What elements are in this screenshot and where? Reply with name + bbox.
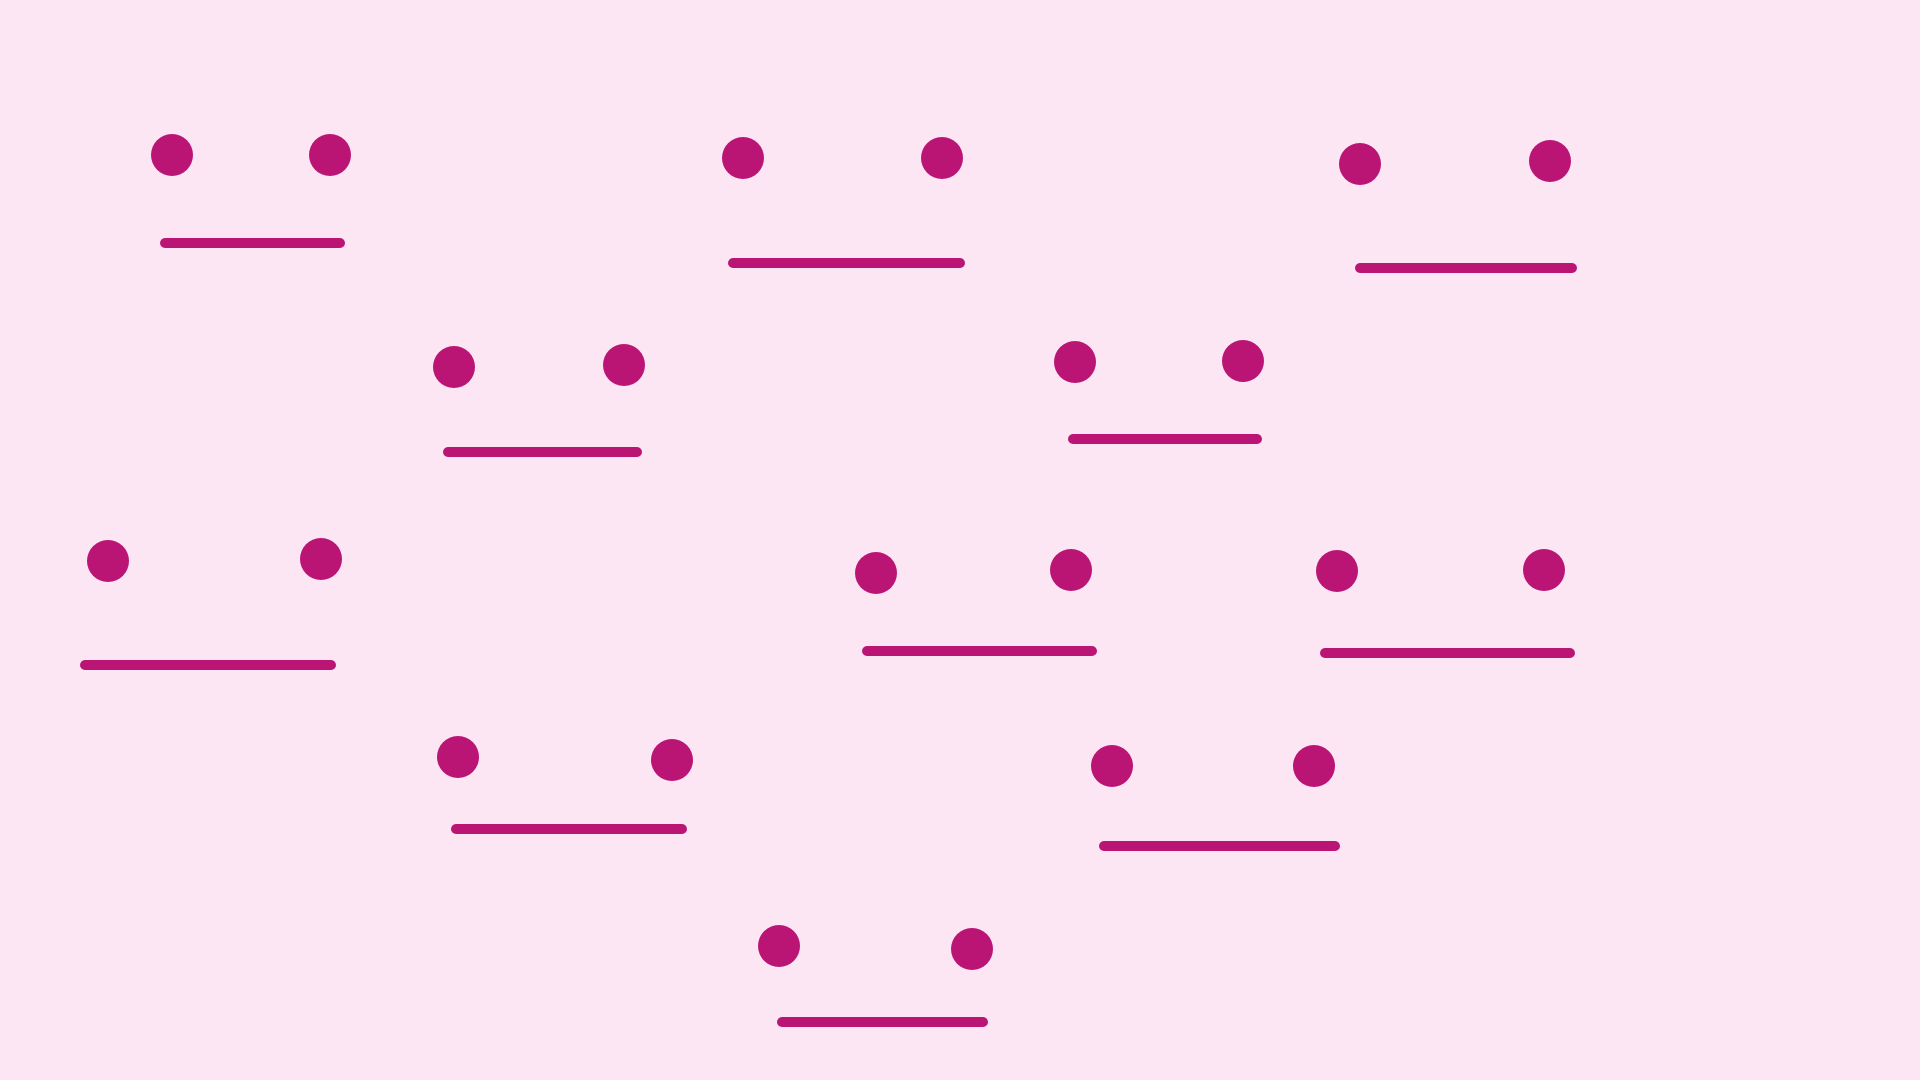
left-eye	[1054, 341, 1096, 383]
right-eye	[1050, 549, 1092, 591]
left-eye	[87, 540, 129, 582]
left-eye	[1316, 550, 1358, 592]
face-4	[433, 344, 645, 457]
mouth-line	[451, 824, 687, 834]
face-2	[722, 137, 965, 268]
face-5	[1054, 340, 1264, 444]
face-3	[1339, 140, 1577, 273]
mouth-line	[1320, 648, 1575, 658]
face-1	[151, 134, 351, 248]
faces-layer	[80, 134, 1577, 1027]
left-eye	[1339, 143, 1381, 185]
left-eye	[722, 137, 764, 179]
mouth-line	[777, 1017, 988, 1027]
mouth-line	[728, 258, 965, 268]
left-eye	[855, 552, 897, 594]
mouth-line	[1068, 434, 1262, 444]
left-eye	[433, 346, 475, 388]
mouth-line	[160, 238, 345, 248]
right-eye	[1523, 549, 1565, 591]
right-eye	[1529, 140, 1571, 182]
left-eye	[758, 925, 800, 967]
face-11	[758, 925, 993, 1027]
mouth-line	[1099, 841, 1340, 851]
right-eye	[651, 739, 693, 781]
left-eye	[437, 736, 479, 778]
left-eye	[1091, 745, 1133, 787]
face-6	[80, 538, 342, 670]
right-eye	[309, 134, 351, 176]
mouth-line	[862, 646, 1097, 656]
right-eye	[603, 344, 645, 386]
left-eye	[151, 134, 193, 176]
right-eye	[921, 137, 963, 179]
face-7	[855, 549, 1097, 656]
right-eye	[951, 928, 993, 970]
mouth-line	[1355, 263, 1577, 273]
face-10	[1091, 745, 1340, 851]
mouth-line	[80, 660, 336, 670]
right-eye	[1222, 340, 1264, 382]
right-eye	[300, 538, 342, 580]
right-eye	[1293, 745, 1335, 787]
face-8	[1316, 549, 1575, 658]
face-9	[437, 736, 693, 834]
mouth-line	[443, 447, 642, 457]
